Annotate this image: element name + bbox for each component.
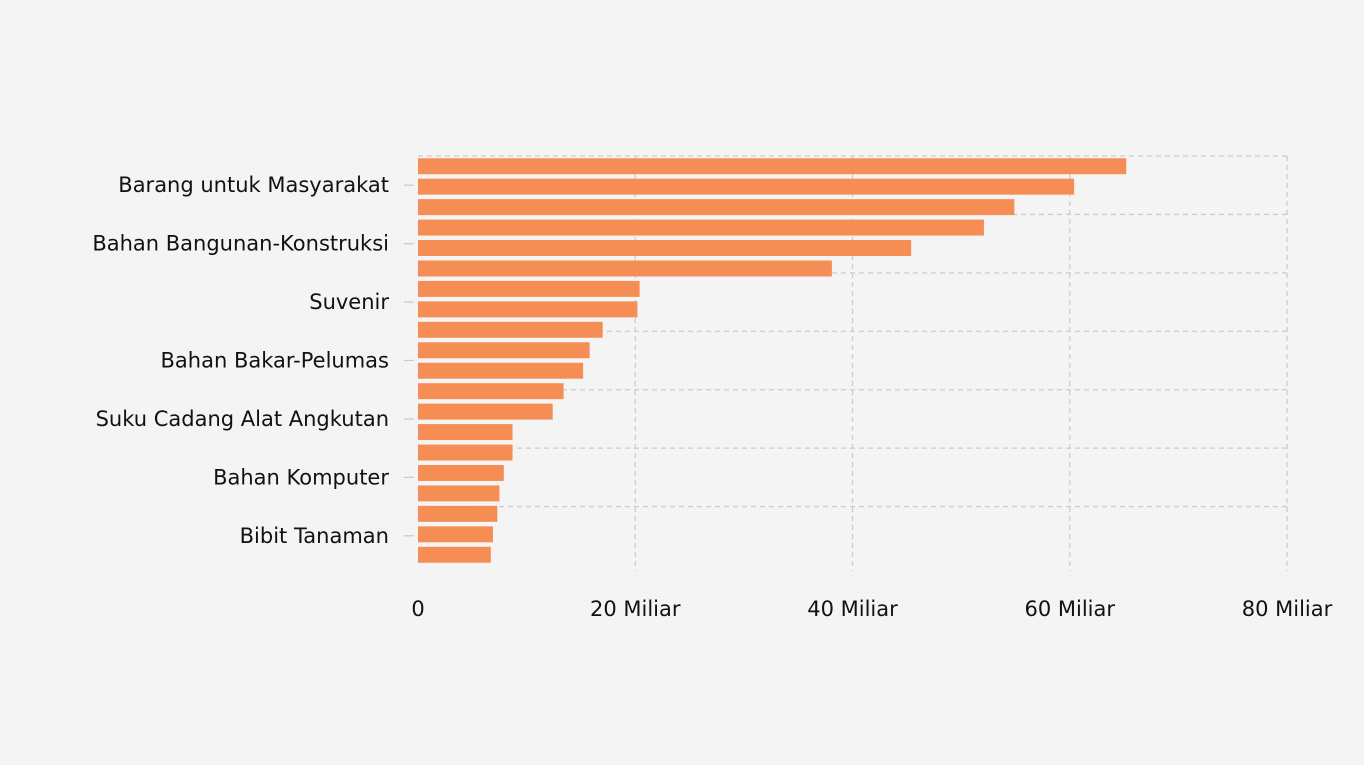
bar <box>418 362 584 379</box>
category-label: Barang untuk Masyarakat <box>118 173 389 197</box>
bar <box>418 240 912 257</box>
bar <box>418 546 491 563</box>
x-tick-label: 80 Miliar <box>1242 597 1333 621</box>
bar <box>418 342 590 359</box>
x-tick-label: 20 Miliar <box>590 597 681 621</box>
bars <box>418 158 1127 563</box>
bar <box>418 383 564 400</box>
bar <box>418 464 504 481</box>
bar <box>418 403 553 420</box>
bar <box>418 260 832 277</box>
category-label: Bahan Bakar-Pelumas <box>161 349 390 373</box>
bar <box>418 424 513 441</box>
bar <box>418 280 640 297</box>
x-tick-label: 40 Miliar <box>807 597 898 621</box>
bar <box>418 199 1015 216</box>
bar <box>418 485 500 502</box>
x-axis-tick-labels: 0 20 Miliar 40 Miliar 60 Miliar 80 Miliar <box>411 597 1332 621</box>
category-label: Bahan Bangunan-Konstruksi <box>92 232 389 256</box>
bar <box>418 526 493 543</box>
bar <box>418 178 1075 195</box>
category-label: Suku Cadang Alat Angkutan <box>96 407 389 431</box>
x-tick-label: 60 Miliar <box>1024 597 1115 621</box>
category-label: Suvenir <box>309 290 389 314</box>
category-labels: Barang untuk Masyarakat Bahan Bangunan-Ko… <box>92 173 414 548</box>
bar <box>418 219 984 236</box>
bar <box>418 301 638 318</box>
bar <box>418 321 603 338</box>
bar <box>418 158 1127 175</box>
bar <box>418 444 513 461</box>
bar <box>418 505 498 522</box>
category-label: Bahan Komputer <box>213 465 389 489</box>
x-tick-label: 0 <box>411 597 424 621</box>
category-label: Bibit Tanaman <box>240 524 389 548</box>
